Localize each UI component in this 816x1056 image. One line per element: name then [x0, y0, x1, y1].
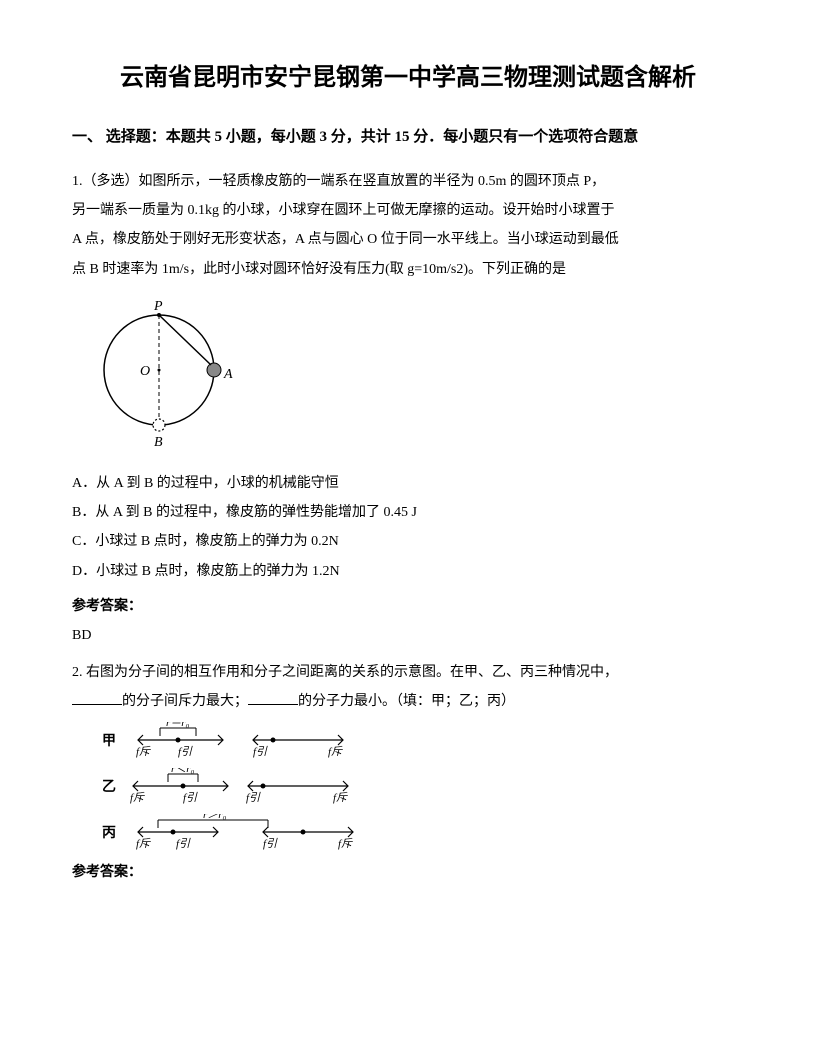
q1-option-c: C．小球过 B 点时，橡皮筋上的弹力为 0.2N: [72, 529, 744, 554]
q1-stem-l4: 点 B 时速率为 1m/s，此时小球对圆环恰好没有压力(取 g=10m/s2)。…: [72, 257, 744, 282]
svg-text:f引: f引: [176, 837, 191, 850]
svg-text:A: A: [223, 367, 233, 382]
question-1: 1.（多选）如图所示，一轻质橡皮筋的一端系在竖直放置的半径为 0.5m 的圆环顶…: [72, 169, 744, 648]
force-diagram-bing-icon: r＞r₀ f斥 f引 f引 f斥: [128, 814, 378, 850]
svg-text:f斥: f斥: [328, 745, 343, 758]
question-2: 2. 右图为分子间的相互作用和分子之间距离的关系的示意图。在甲、乙、丙三种情况中…: [72, 660, 744, 886]
svg-text:f斥: f斥: [338, 837, 353, 850]
q2-blank-2: [248, 691, 298, 705]
q2-answer-label: 参考答案：: [72, 860, 744, 885]
q1-option-d: D．小球过 B 点时，橡皮筋上的弹力为 1.2N: [72, 559, 744, 584]
q1-figure: P O A B: [84, 292, 744, 461]
q1-option-b: B．从 A 到 B 的过程中，橡皮筋的弹性势能增加了 0.45 J: [72, 500, 744, 525]
q1-option-a: A．从 A 到 B 的过程中，小球的机械能守恒: [72, 471, 744, 496]
q1-stem-l1: 1.（多选）如图所示，一轻质橡皮筋的一端系在竖直放置的半径为 0.5m 的圆环顶…: [72, 169, 744, 194]
q1-stem-l2: 另一端系一质量为 0.1kg 的小球，小球穿在圆环上可做无摩擦的运动。设开始时小…: [72, 198, 744, 223]
svg-text:f引: f引: [263, 837, 278, 850]
q2-text-mid: 的分子间斥力最大；: [122, 694, 248, 709]
q2-row-bing: 丙 r＞r₀ f斥 f引 f引 f斥: [102, 814, 744, 850]
svg-text:f斥: f斥: [136, 837, 151, 850]
q2-label-bing: 丙: [102, 820, 116, 845]
svg-text:r＞r₀: r＞r₀: [203, 814, 227, 821]
svg-text:B: B: [154, 435, 163, 450]
svg-text:r＝r₀: r＝r₀: [166, 722, 190, 729]
q2-label-jia: 甲: [102, 728, 116, 753]
svg-text:f引: f引: [253, 745, 268, 758]
section-header: 一、 选择题：本题共 5 小题，每小题 3 分，共计 15 分．每小题只有一个选…: [72, 124, 744, 151]
page-title: 云南省昆明市安宁昆钢第一中学高三物理测试题含解析: [72, 60, 744, 96]
q2-row-jia: 甲 r＝r₀ f斥 f引 f引 f斥: [102, 722, 744, 758]
q2-text-suffix: 的分子力最小。（填：甲；乙；丙）: [298, 694, 515, 709]
q2-figure: 甲 r＝r₀ f斥 f引 f引 f斥: [102, 722, 744, 850]
svg-text:f斥: f斥: [136, 745, 151, 758]
circle-diagram-icon: P O A B: [84, 292, 244, 452]
force-diagram-jia-icon: r＝r₀ f斥 f引 f引 f斥: [128, 722, 358, 758]
svg-text:f引: f引: [246, 791, 261, 804]
q1-answer: BD: [72, 623, 744, 648]
svg-text:f引: f引: [183, 791, 198, 804]
q2-blank-1: [72, 691, 122, 705]
q2-label-yi: 乙: [102, 774, 116, 799]
svg-text:f引: f引: [178, 745, 193, 758]
q2-row-yi: 乙 r＜r₀ f斥 f引 f引 f斥: [102, 768, 744, 804]
q1-stem-l3: A 点，橡皮筋处于刚好无形变状态，A 点与圆心 O 位于同一水平线上。当小球运动…: [72, 227, 744, 252]
q2-stem-l1: 2. 右图为分子间的相互作用和分子之间距离的关系的示意图。在甲、乙、丙三种情况中…: [72, 660, 744, 685]
force-diagram-yi-icon: r＜r₀ f斥 f引 f引 f斥: [128, 768, 358, 804]
q1-answer-label: 参考答案：: [72, 594, 744, 619]
q2-stem-l2: 的分子间斥力最大； 的分子力最小。（填：甲；乙；丙）: [72, 689, 744, 714]
svg-text:f斥: f斥: [130, 791, 145, 804]
svg-text:f斥: f斥: [333, 791, 348, 804]
svg-text:O: O: [140, 364, 150, 379]
svg-text:r＜r₀: r＜r₀: [171, 768, 195, 775]
svg-text:P: P: [153, 299, 163, 314]
